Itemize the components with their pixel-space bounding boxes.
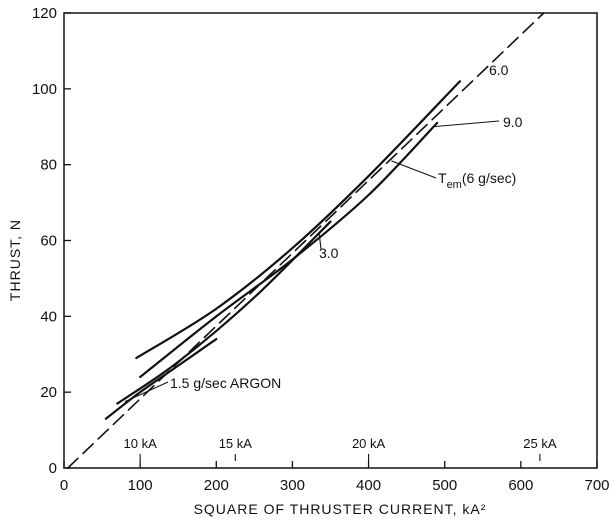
y-tick-label-20: 20: [40, 384, 57, 401]
x-tick-label-0: 0: [60, 477, 68, 494]
plot-frame: [63, 12, 598, 469]
y-axis-title: THRUST, N: [7, 219, 23, 301]
tem-rest: (6 g/sec): [462, 170, 516, 186]
leader-line-2: [124, 381, 169, 403]
y-tick-label-120: 120: [32, 5, 57, 22]
y-tick-label-0: 0: [49, 460, 57, 477]
series-layer: [67, 12, 545, 469]
series-line-0: [135, 80, 462, 360]
y-tick-label-60: 60: [40, 233, 57, 250]
series-label-3-0: 3.0: [319, 245, 339, 261]
series-label-1-5-argon: 1.5 g/sec ARGON: [170, 375, 281, 391]
y-tick-label-80: 80: [40, 157, 57, 174]
series-line-2: [116, 220, 332, 405]
current-label-3: 25 kA: [523, 436, 557, 451]
x-tick-label-200: 200: [204, 477, 229, 494]
y-tick-label-40: 40: [40, 308, 57, 325]
leader-line-1: [318, 232, 322, 250]
x-tick-label-700: 700: [584, 477, 609, 494]
x-axis-title: SQUARE OF THRUSTER CURRENT, kA²: [194, 501, 487, 517]
series-line-3: [104, 337, 218, 420]
tem-main: T: [438, 170, 447, 186]
y-tick-label-100: 100: [32, 81, 57, 98]
series-line-4: [67, 12, 545, 469]
series-label-9-0: 9.0: [503, 114, 523, 130]
current-label-1: 15 kA: [219, 436, 253, 451]
series-label-6-0: 6.0: [489, 62, 509, 78]
current-label-0: 10 kA: [124, 436, 158, 451]
current-label-2: 20 kA: [352, 436, 386, 451]
x-tick-label-100: 100: [128, 477, 153, 494]
series-label-tem: Tem(6 g/sec): [438, 170, 516, 191]
x-tick-label-300: 300: [280, 477, 305, 494]
x-tick-label-600: 600: [508, 477, 533, 494]
leader-line-3: [391, 160, 437, 179]
axes: 0 100 200 300 400 500 600 700 0 20 40 60 80 100 120 10 …: [32, 5, 610, 494]
tem-sub: em: [447, 179, 462, 191]
x-tick-label-500: 500: [432, 477, 457, 494]
x-tick-label-400: 400: [356, 477, 381, 494]
leader-line-0: [432, 120, 500, 128]
